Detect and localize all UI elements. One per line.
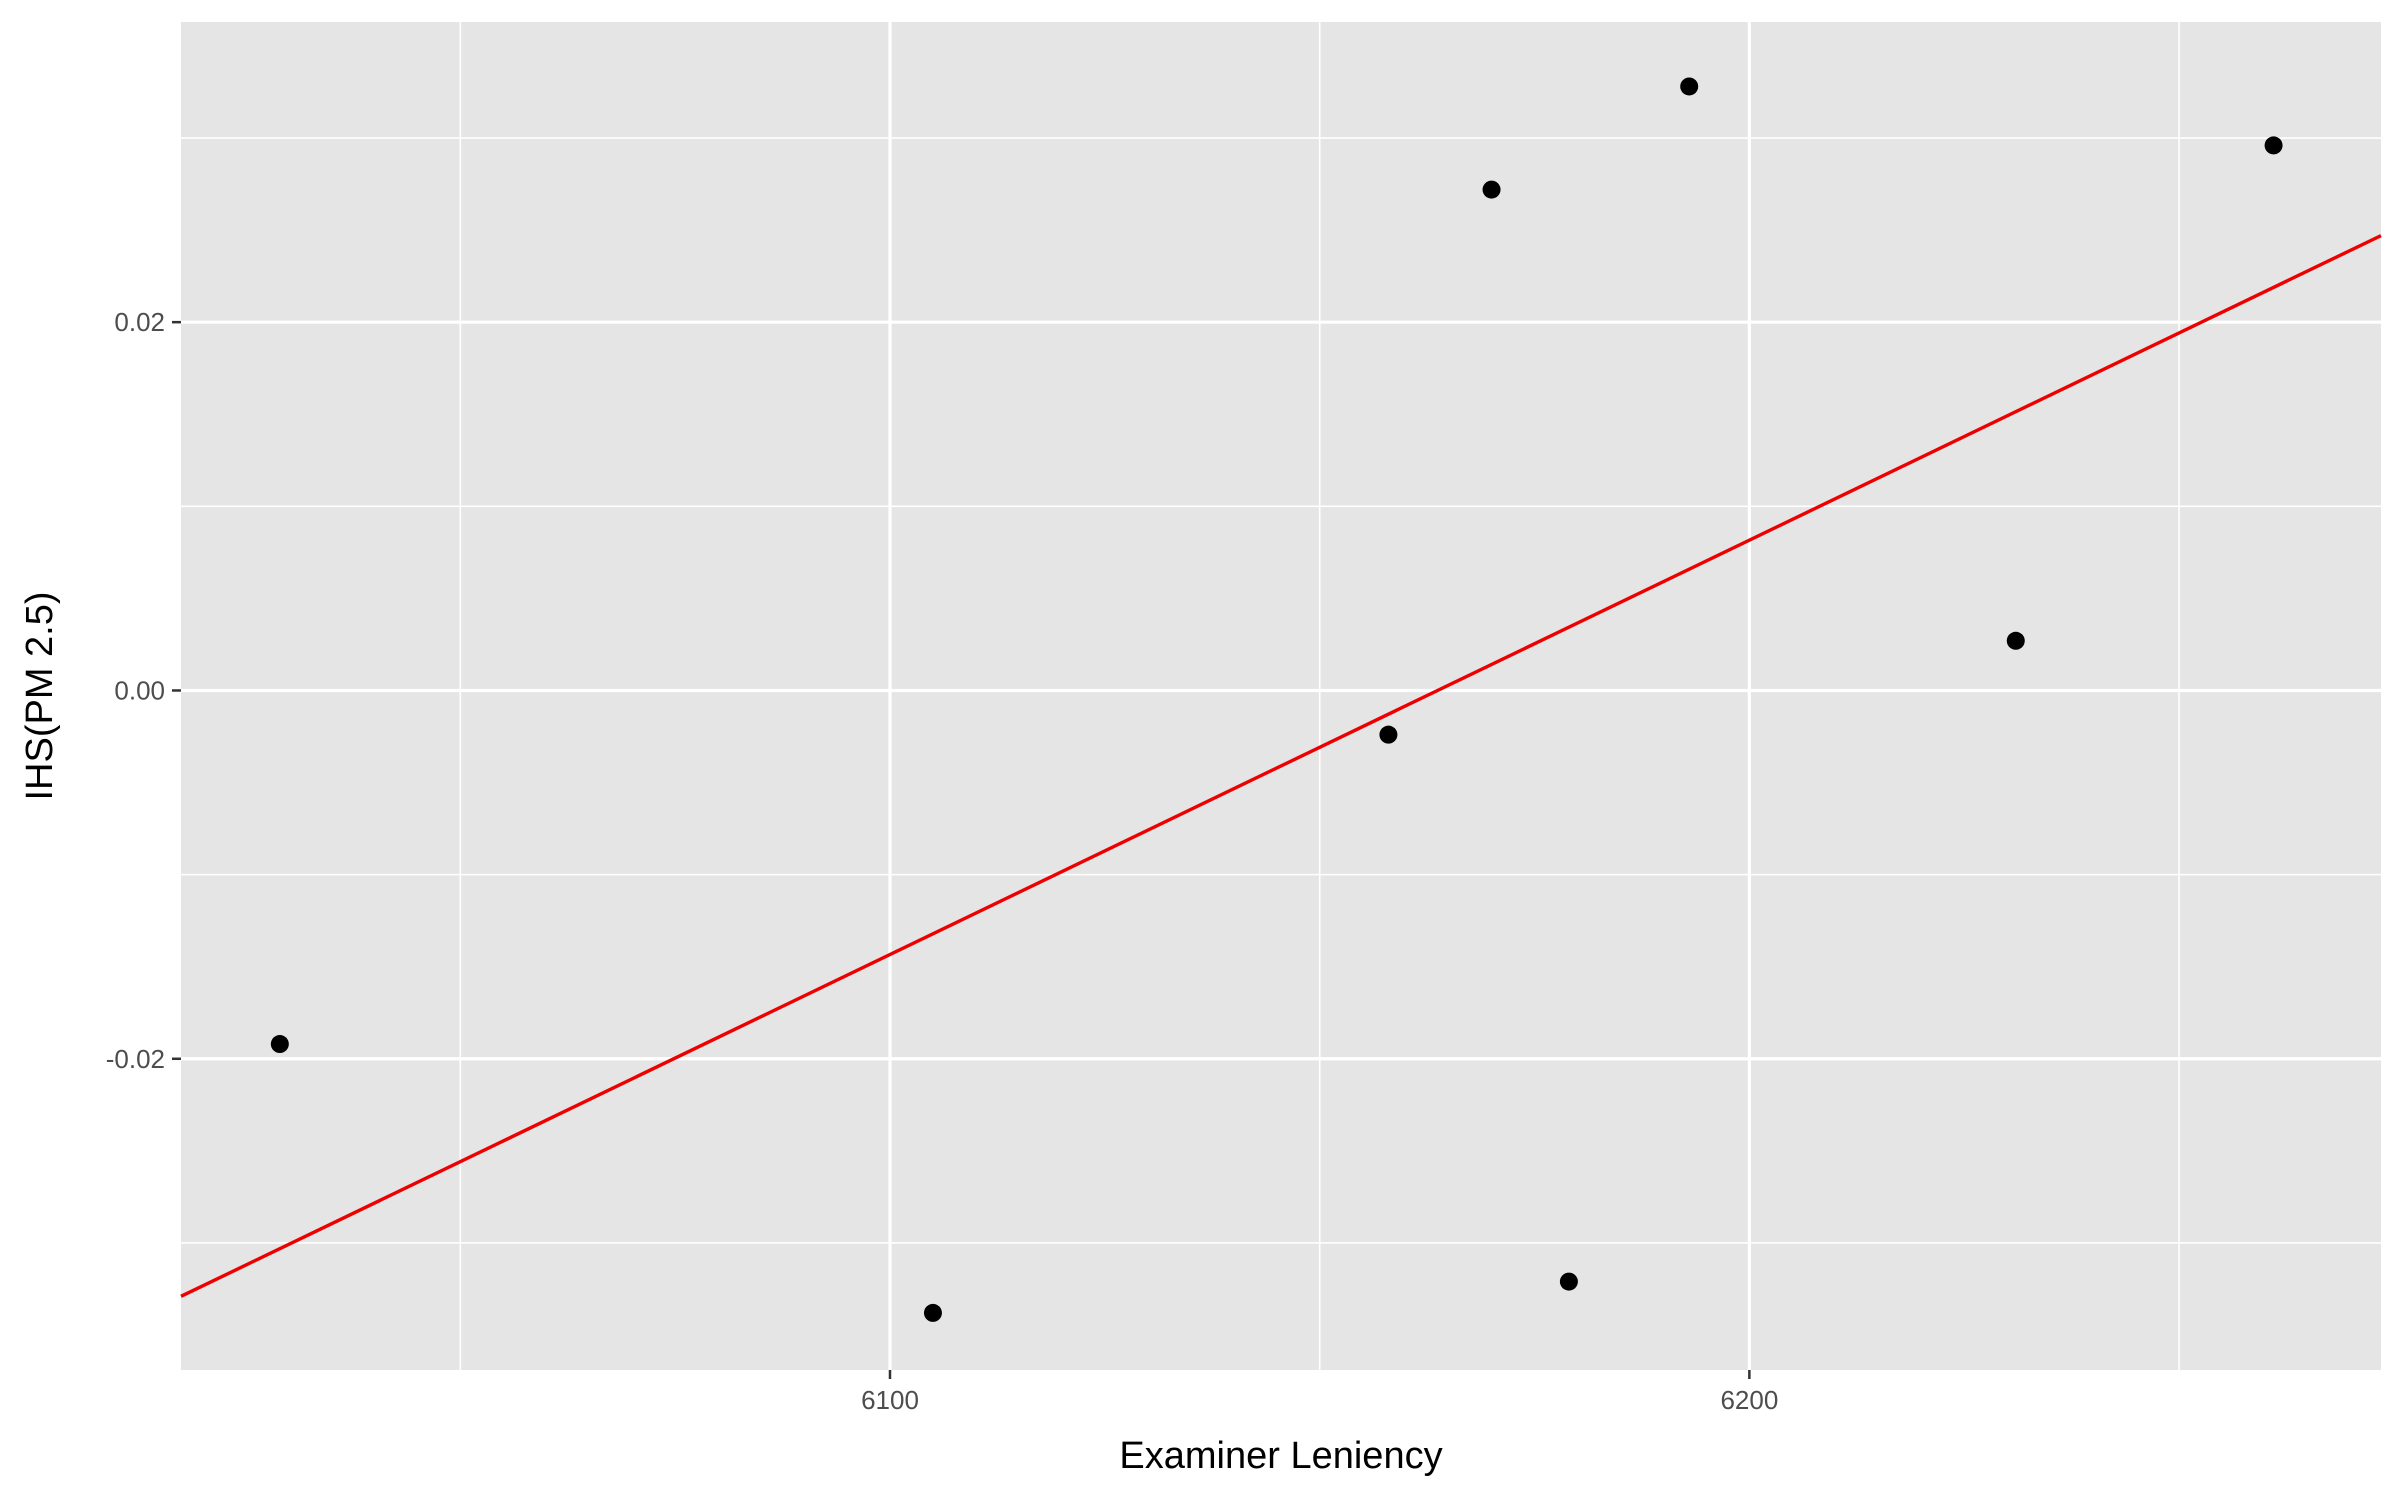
data-point (923, 1303, 942, 1322)
fit-line-layer (180, 234, 2382, 1298)
points-layer (270, 77, 2283, 1322)
data-point (2264, 136, 2283, 155)
data-point (1379, 725, 1398, 744)
major-grid (181, 22, 2381, 1370)
data-point (270, 1035, 289, 1054)
x-axis-title: Examiner Leniency (1119, 1435, 1442, 1477)
plot-panel (181, 22, 2381, 1370)
y-tick-label: -0.02 (106, 1044, 165, 1074)
y-tick-label: 0.00 (114, 675, 165, 705)
data-point (1559, 1272, 1578, 1291)
x-tick-label: 6200 (1720, 1385, 1778, 1415)
data-point (2006, 631, 2025, 650)
data-point (1482, 180, 1501, 199)
x-tick-label: 6100 (861, 1385, 919, 1415)
y-axis: -0.02 0.00 0.02 (106, 307, 181, 1074)
data-point (1680, 77, 1699, 96)
fit-line (180, 234, 2382, 1298)
x-axis: 6100 6200 (861, 1370, 1778, 1415)
y-tick-label: 0.02 (114, 307, 165, 337)
y-axis-title: IHS(PM 2.5) (19, 591, 61, 800)
minor-grid (181, 22, 2381, 1370)
